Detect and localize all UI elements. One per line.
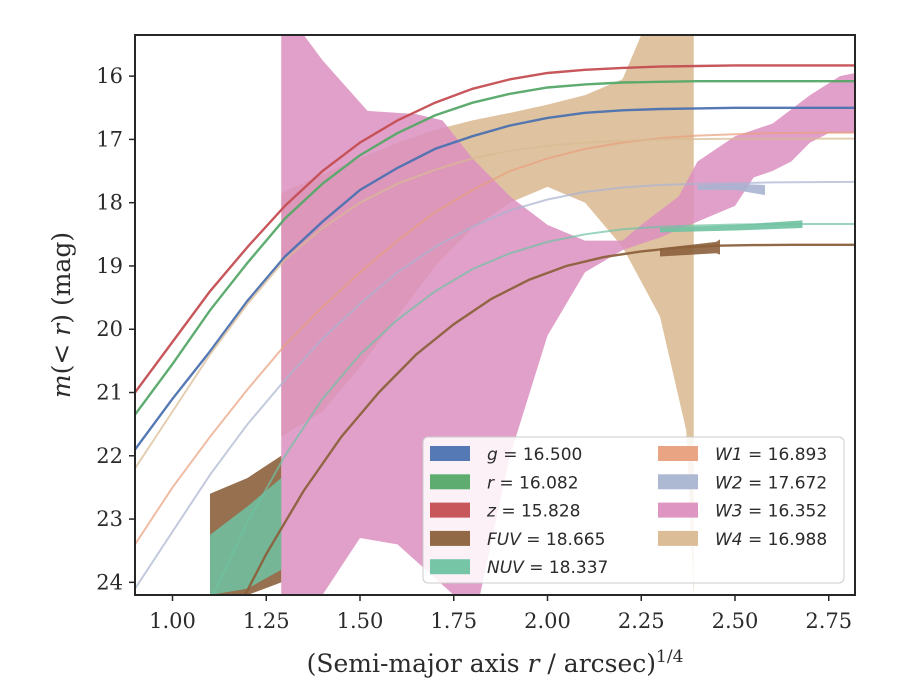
legend-entry-w1: W1 = 16.893	[658, 445, 827, 465]
plot-frame	[134, 34, 856, 596]
legend-label: W3 = 16.352	[715, 502, 827, 522]
series-line-nuv	[211, 223, 855, 595]
legend-label: z = 15.828	[486, 502, 580, 522]
legend-entry-w4: W4 = 16.988	[658, 530, 827, 550]
legend-swatch	[658, 474, 698, 490]
legend-swatch	[658, 446, 698, 461]
y-tick-label: 22	[96, 444, 123, 468]
legend-label: W1 = 16.893	[715, 445, 827, 465]
y-tick-label: 16	[96, 64, 123, 88]
y-tick-label: 24	[96, 570, 123, 594]
legend-label: r = 16.082	[487, 473, 579, 493]
series-line-g	[135, 106, 855, 451]
legend-entry-w3: W3 = 16.352	[658, 502, 827, 522]
legend-entry-g: g = 16.500	[430, 445, 582, 465]
x-tick-label: 2.25	[618, 609, 665, 633]
legend-swatch	[430, 502, 470, 518]
y-tick-label: 21	[96, 381, 123, 405]
legend-swatch	[430, 474, 470, 490]
legend-entry-fuv: FUV = 18.665	[430, 530, 605, 550]
legend-label: FUV = 18.665	[487, 530, 605, 550]
legend-swatch	[658, 530, 698, 546]
legend-swatch	[430, 559, 470, 575]
series-line-z	[135, 64, 855, 394]
legend-swatch	[430, 446, 470, 461]
y-tick-label: 19	[96, 254, 123, 278]
legend-label: W4 = 16.988	[715, 530, 827, 550]
legend-label: NUV = 18.337	[487, 558, 608, 578]
legend-label: g = 16.500	[487, 445, 582, 465]
legend-box	[422, 436, 845, 584]
y-axis-label: m(< r) (mag)	[47, 232, 76, 398]
x-tick-label: 2.75	[805, 609, 852, 633]
y-tick-label: 20	[96, 317, 123, 341]
legend-entry-r: r = 16.082	[430, 473, 579, 493]
y-tick-label: 17	[96, 127, 123, 151]
legend-swatch	[658, 502, 698, 518]
x-tick-label: 1.75	[430, 609, 477, 633]
band-w2-6	[697, 183, 765, 196]
x-tick-label: 1.25	[243, 609, 290, 633]
series-line-r	[135, 80, 855, 416]
legend-label: W2 = 17.672	[715, 473, 827, 493]
series-line-w1	[135, 131, 855, 545]
legend-swatch	[430, 530, 470, 546]
x-tick-label: 1.50	[337, 609, 384, 633]
series-lines	[135, 64, 855, 595]
x-tick-label: 2.50	[712, 609, 759, 633]
x-tick-label: 1.00	[149, 609, 196, 633]
x-tick-label: 2.00	[524, 609, 571, 633]
x-axis-label: (Semi-major axis r / arcsec)1/4	[307, 647, 684, 678]
legend: g = 16.500 r = 16.082 z = 15.828 FUV = 18.6…	[422, 436, 845, 584]
legend-entry-nuv: NUV = 18.337	[430, 558, 608, 578]
legend-entry-w2: W2 = 17.672	[658, 473, 827, 493]
y-tick-label: 18	[96, 191, 123, 215]
series-line-fuv	[243, 243, 855, 595]
series-line-w2	[135, 180, 855, 590]
series-line-w4	[135, 137, 855, 469]
axis-ticks: 1.00 1.25 1.50 1.75 2.00 2.25 2.50 2.75 16 17 18 19…	[96, 64, 852, 633]
y-tick-label: 23	[96, 507, 123, 531]
legend-entry-z: z = 15.828	[430, 502, 580, 522]
